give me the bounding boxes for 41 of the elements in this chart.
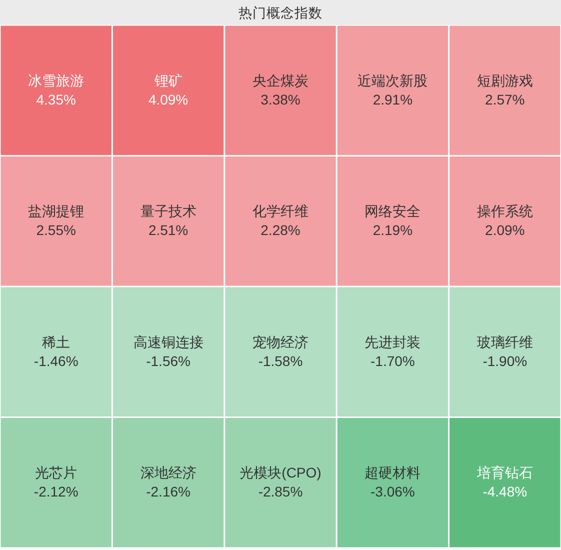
tile-label: 高速铜连接 (133, 334, 204, 350)
value-label: -1.56% (146, 352, 190, 369)
tile-label: 光模块(CPO) (240, 464, 322, 481)
tile-label: 超硬材料 (364, 464, 421, 481)
tile-label: 先进封装 (364, 334, 421, 350)
tile-label: 冰雪旅游 (28, 72, 84, 88)
value-label: 4.09% (148, 91, 188, 108)
value-label: 2.28% (260, 222, 300, 238)
tile-label: 量子技术 (140, 203, 196, 220)
value-label: 2.09% (485, 222, 525, 238)
tile-label: 光芯片 (35, 464, 78, 481)
value-label: -1.46% (34, 352, 78, 369)
tile-label: 操作系统 (476, 203, 533, 220)
tile-label: 央企煤炭 (252, 72, 308, 88)
tile-label: 网络安全 (364, 203, 421, 220)
tile-label: 化学纤维 (252, 203, 308, 220)
value-label: 2.19% (372, 222, 413, 238)
title: 热门概念指数 (238, 6, 322, 20)
value-label: 2.91% (372, 91, 413, 108)
tile-label: 深地经济 (140, 464, 196, 481)
value-label: -2.16% (146, 484, 190, 500)
value-label: 2.55% (36, 222, 76, 238)
value-label: -2.85% (258, 484, 303, 500)
tile-label: 盐湖提锂 (28, 203, 84, 220)
tile-label: 锂矿 (154, 72, 182, 88)
tile-label: 宠物经济 (252, 334, 308, 350)
value-label: 3.38% (260, 91, 300, 108)
value-label: -1.70% (370, 352, 415, 369)
tile-label: 稀土 (42, 334, 70, 350)
value-label: -3.06% (370, 484, 415, 500)
tile-label: 短剧游戏 (476, 72, 533, 88)
value-label: 2.51% (148, 222, 188, 238)
value-label: -4.48% (482, 484, 528, 500)
value-label: -1.58% (258, 352, 303, 369)
value-label: -2.12% (34, 484, 78, 500)
value-label: -1.90% (482, 352, 528, 369)
value-label: 4.35% (36, 91, 76, 108)
tile-label: 近端次新股 (358, 72, 428, 88)
tile-label: 玻璃纤维 (476, 334, 533, 350)
tile-label: 培育钻石 (476, 464, 533, 481)
value-label: 2.57% (485, 91, 525, 108)
